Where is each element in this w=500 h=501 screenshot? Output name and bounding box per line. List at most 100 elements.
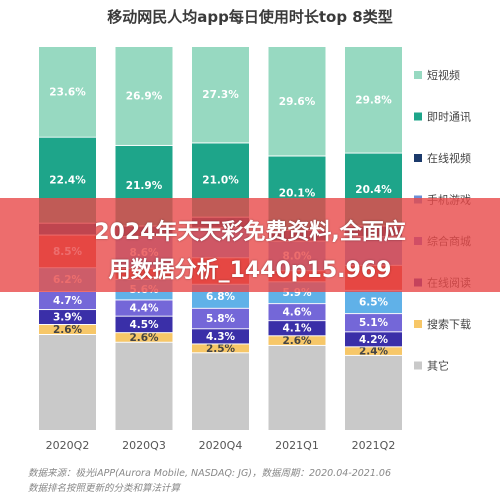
data-label-2020Q2-3: 4.7% bbox=[53, 295, 83, 307]
x-tick-label-2021Q2: 2021Q2 bbox=[352, 439, 396, 452]
legend-label-0: 短视频 bbox=[427, 68, 460, 82]
segment-divider-2020Q3-8 bbox=[115, 144, 173, 146]
segment-divider-2021Q1-0 bbox=[268, 344, 326, 346]
segment-divider-2021Q1-9 bbox=[268, 46, 326, 47]
data-label-2020Q4-1: 2.5% bbox=[206, 343, 236, 355]
segment-divider-2021Q2-8 bbox=[345, 152, 402, 154]
bar-segment-2021Q2-0 bbox=[345, 354, 402, 430]
data-label-2021Q1-8: 20.1% bbox=[279, 188, 316, 200]
bar-segment-2021Q1-1 bbox=[268, 335, 326, 345]
segment-divider-2021Q1-2 bbox=[268, 320, 326, 322]
segment-divider-2020Q2-8 bbox=[39, 136, 96, 138]
legend-label-1: 即时通讯 bbox=[427, 111, 471, 124]
segment-divider-2020Q4-3 bbox=[192, 307, 249, 309]
bar-segment-2020Q3-0 bbox=[115, 341, 173, 430]
segment-divider-2021Q2-2 bbox=[345, 331, 402, 333]
x-tick-label-2020Q2: 2020Q2 bbox=[46, 439, 90, 452]
segment-divider-2020Q4-8 bbox=[192, 142, 249, 144]
data-label-2021Q2-3: 5.1% bbox=[359, 317, 389, 329]
segment-divider-2021Q2-0 bbox=[345, 354, 402, 356]
data-label-2020Q4-8: 21.0% bbox=[202, 175, 239, 187]
bar-segment-2020Q2-3 bbox=[39, 290, 96, 310]
bar-segment-2020Q2-0 bbox=[39, 334, 96, 430]
data-label-2020Q3-2: 4.5% bbox=[129, 319, 159, 331]
legend-swatch-2 bbox=[414, 154, 422, 162]
x-tick-label-2020Q3: 2020Q3 bbox=[122, 439, 166, 452]
bar-segment-2020Q4-3 bbox=[192, 307, 249, 329]
data-label-2021Q2-4: 6.5% bbox=[359, 296, 389, 308]
bar-segment-2020Q3-9 bbox=[115, 46, 173, 145]
watermark-banner: 2024年天天彩免费资料,全面应 用数据分析_1440p15.969 bbox=[0, 198, 500, 292]
banner-line-2: 用数据分析_1440p15.969 bbox=[108, 258, 392, 283]
bar-segment-2020Q3-2 bbox=[115, 315, 173, 333]
source-note: 数据来源：极光iAPP(Aurora Mobile, NASDAQ: JG)，数… bbox=[28, 466, 391, 496]
data-label-2021Q2-8: 20.4% bbox=[355, 184, 392, 196]
chart-title: 移动网民人均app每日使用时长top 8类型 bbox=[107, 8, 393, 26]
segment-divider-2020Q2-1 bbox=[39, 324, 96, 326]
segment-divider-2020Q3-3 bbox=[115, 299, 173, 301]
bar-segment-2021Q1-2 bbox=[268, 320, 326, 336]
legend-swatch-6 bbox=[414, 320, 422, 328]
data-label-2020Q3-1: 2.6% bbox=[129, 332, 159, 344]
segment-divider-2020Q3-9 bbox=[115, 46, 173, 47]
legend-label-2: 在线视频 bbox=[427, 151, 471, 165]
bar-segment-2020Q4-0 bbox=[192, 352, 249, 430]
data-label-2020Q2-2: 3.9% bbox=[53, 312, 83, 324]
data-label-2020Q4-9: 27.3% bbox=[202, 89, 239, 101]
source-line-2: 数据排名按照更新的分类和算法计算 bbox=[28, 483, 181, 494]
segment-divider-2020Q4-1 bbox=[192, 343, 249, 345]
data-label-2020Q4-3: 5.8% bbox=[206, 313, 236, 325]
bar-segment-2021Q2-3 bbox=[345, 313, 402, 332]
segment-divider-2020Q2-2 bbox=[39, 309, 96, 311]
bar-segment-2020Q3-1 bbox=[115, 332, 173, 342]
data-label-2020Q3-8: 21.9% bbox=[126, 180, 163, 192]
segment-divider-2020Q4-9 bbox=[192, 46, 249, 47]
bar-segment-2020Q4-9 bbox=[192, 46, 249, 143]
data-label-2021Q2-9: 29.8% bbox=[355, 94, 392, 106]
bar-segment-2020Q2-2 bbox=[39, 309, 96, 325]
data-label-2021Q1-9: 29.6% bbox=[279, 96, 316, 108]
legend-swatch-1 bbox=[414, 112, 422, 121]
bar-segment-2021Q1-3 bbox=[268, 303, 326, 321]
segment-divider-2021Q2-9 bbox=[345, 46, 402, 47]
segment-divider-2021Q1-8 bbox=[268, 155, 326, 157]
data-label-2020Q4-2: 4.3% bbox=[206, 331, 236, 343]
segment-divider-2020Q2-9 bbox=[39, 46, 96, 47]
x-tick-label-2020Q4: 2020Q4 bbox=[199, 439, 243, 452]
bar-segment-2021Q1-0 bbox=[268, 344, 326, 430]
segment-divider-2021Q1-1 bbox=[268, 335, 326, 337]
bar-segment-2021Q2-9 bbox=[345, 46, 402, 153]
legend-swatch-7 bbox=[414, 361, 422, 370]
segment-divider-2020Q4-0 bbox=[192, 352, 249, 354]
bar-segment-2020Q4-1 bbox=[192, 343, 249, 353]
data-label-2020Q3-3: 4.4% bbox=[129, 303, 159, 315]
data-label-2021Q1-1: 2.6% bbox=[282, 335, 312, 347]
legend-label-7: 其它 bbox=[427, 359, 449, 373]
data-label-2021Q2-2: 4.2% bbox=[359, 334, 389, 346]
segment-divider-2020Q3-1 bbox=[115, 332, 173, 334]
bar-segment-2020Q2-9 bbox=[39, 46, 96, 137]
data-label-2021Q1-3: 4.6% bbox=[282, 307, 312, 319]
x-tick-label-2021Q1: 2021Q1 bbox=[275, 439, 319, 452]
segment-divider-2021Q2-1 bbox=[345, 346, 402, 348]
data-label-2020Q4-4: 6.8% bbox=[206, 291, 236, 303]
data-label-2021Q2-1: 2.4% bbox=[359, 346, 389, 358]
segment-divider-2020Q3-2 bbox=[115, 315, 173, 317]
data-label-2020Q2-9: 23.6% bbox=[49, 86, 86, 98]
bar-segment-2020Q3-3 bbox=[115, 299, 173, 316]
data-label-2020Q2-8: 22.4% bbox=[49, 175, 86, 187]
segment-divider-2021Q2-3 bbox=[345, 313, 402, 315]
segment-divider-2021Q1-3 bbox=[268, 303, 326, 305]
bar-segment-2021Q1-9 bbox=[268, 46, 326, 156]
segment-divider-2020Q2-0 bbox=[39, 334, 96, 335]
bar-segment-2021Q2-1 bbox=[345, 346, 402, 355]
data-label-2020Q2-1: 2.6% bbox=[53, 324, 83, 336]
banner-line-1: 2024年天天彩免费资料,全面应 bbox=[94, 220, 406, 245]
source-line-1: 数据来源：极光iAPP(Aurora Mobile, NASDAQ: JG)，数… bbox=[28, 468, 392, 479]
bar-segment-2021Q2-2 bbox=[345, 331, 402, 347]
bar-segment-2020Q2-1 bbox=[39, 324, 96, 334]
segment-divider-2020Q3-0 bbox=[115, 341, 173, 343]
bar-segment-2021Q2-4 bbox=[345, 289, 402, 314]
data-label-2021Q1-2: 4.1% bbox=[282, 323, 312, 335]
segment-divider-2020Q4-2 bbox=[192, 328, 249, 330]
